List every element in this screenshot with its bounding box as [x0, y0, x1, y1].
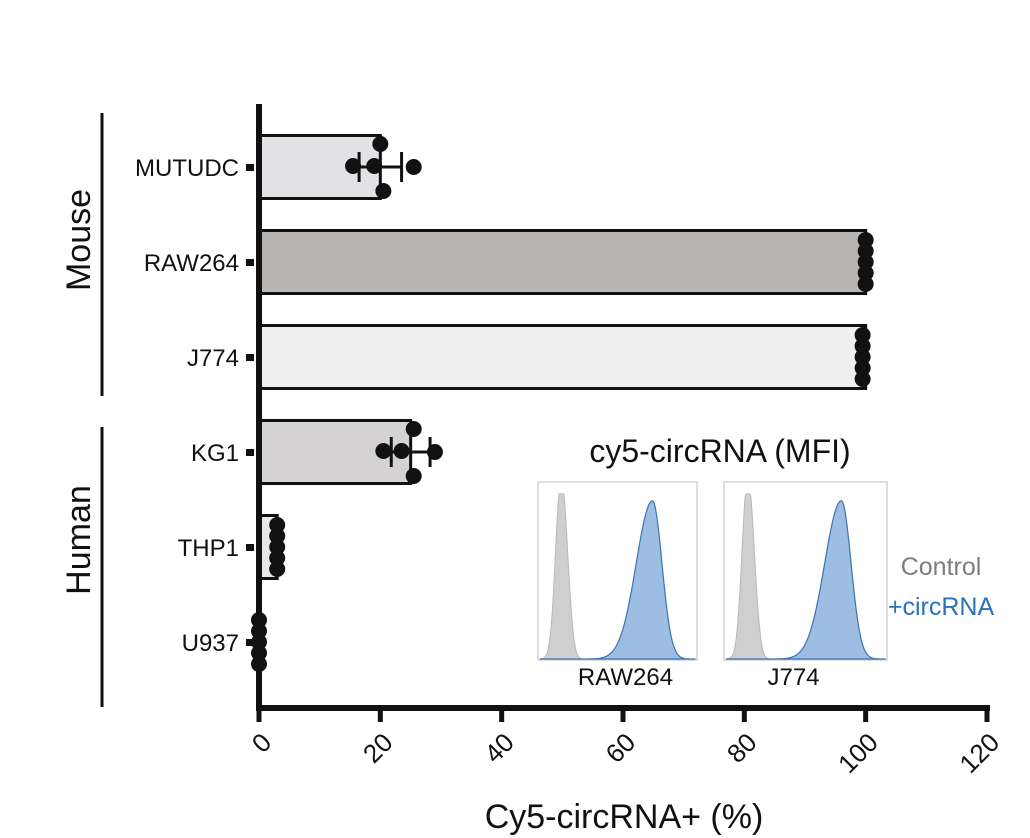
data-point-kg1 [405, 468, 422, 484]
x-tick-label-0: 0 [246, 727, 277, 758]
x-ticks: 0 20 40 60 80 100 120 [246, 708, 1005, 779]
group-label-human: Human [60, 485, 98, 595]
data-point-thp1 [269, 561, 286, 577]
y-tick-u937 [246, 639, 254, 646]
data-point-raw264 [857, 276, 874, 292]
data-point-raw264 [857, 232, 874, 248]
data-point-thp1 [269, 550, 286, 566]
data-point-j774 [854, 338, 871, 354]
y-label-mutudc: MUTUDC [135, 155, 239, 182]
x-tick-label-100: 100 [832, 727, 884, 779]
y-tick-kg1 [246, 449, 254, 456]
group-brackets: Mouse Human [60, 113, 104, 707]
group-label-mouse: Mouse [60, 189, 98, 291]
data-point-kg1 [405, 421, 422, 437]
data-point-j774 [854, 349, 871, 365]
y-label-thp1: THP1 [178, 535, 239, 562]
data-point-raw264 [857, 265, 874, 281]
y-label-raw264: RAW264 [144, 250, 239, 277]
x-axis-label: Cy5-circRNA+ (%) [485, 798, 764, 836]
data-point-mutudc [405, 159, 422, 175]
panel-label-j774: J774 [767, 664, 819, 691]
y-tick-j774 [246, 354, 254, 361]
data-point-raw264 [857, 243, 874, 259]
x-tick-label-80: 80 [721, 727, 763, 769]
bar-j774 [257, 324, 868, 390]
data-points [251, 136, 874, 672]
y-tick-mutudc [246, 164, 254, 171]
y-tick-labels: MUTUDC RAW264 J774 KG1 THP1 U937 [135, 155, 254, 657]
data-point-j774 [854, 327, 871, 343]
y-tick-thp1 [246, 544, 254, 551]
data-point-mutudc [372, 136, 389, 152]
y-label-kg1: KG1 [191, 440, 239, 467]
data-point-mutudc [375, 183, 392, 199]
data-point-j774 [854, 360, 871, 376]
data-point-raw264 [857, 254, 874, 270]
data-point-kg1 [375, 443, 392, 459]
y-label-j774: J774 [187, 345, 239, 372]
circrna-histogram-raw264 [540, 500, 696, 660]
x-tick-label-40: 40 [478, 727, 520, 769]
y-label-u937: U937 [182, 630, 239, 657]
bar-raw264 [257, 229, 868, 295]
data-point-j774 [854, 371, 871, 387]
legend-control: Control [901, 553, 982, 581]
y-tick-raw264 [246, 259, 254, 266]
circrna-histogram-j774 [726, 500, 886, 660]
data-point-thp1 [269, 517, 286, 533]
histogram-panel-raw264: RAW264 [537, 481, 698, 691]
inset-histograms: cy5-circRNA (MFI) RAW264 J774 Control +circR… [537, 433, 995, 691]
x-tick-label-120: 120 [953, 727, 1005, 779]
inset-title: cy5-circRNA (MFI) [589, 433, 850, 469]
panel-label-raw264: RAW264 [578, 664, 673, 691]
histogram-panel-j774: J774 [723, 481, 888, 691]
error-bars [357, 152, 432, 467]
data-point-thp1 [269, 539, 286, 555]
x-tick-label-20: 20 [357, 727, 399, 769]
x-tick-label-60: 60 [600, 727, 642, 769]
data-point-thp1 [269, 528, 286, 544]
legend-circrna: +circRNA [888, 593, 995, 621]
data-point-mutudc [345, 158, 362, 174]
